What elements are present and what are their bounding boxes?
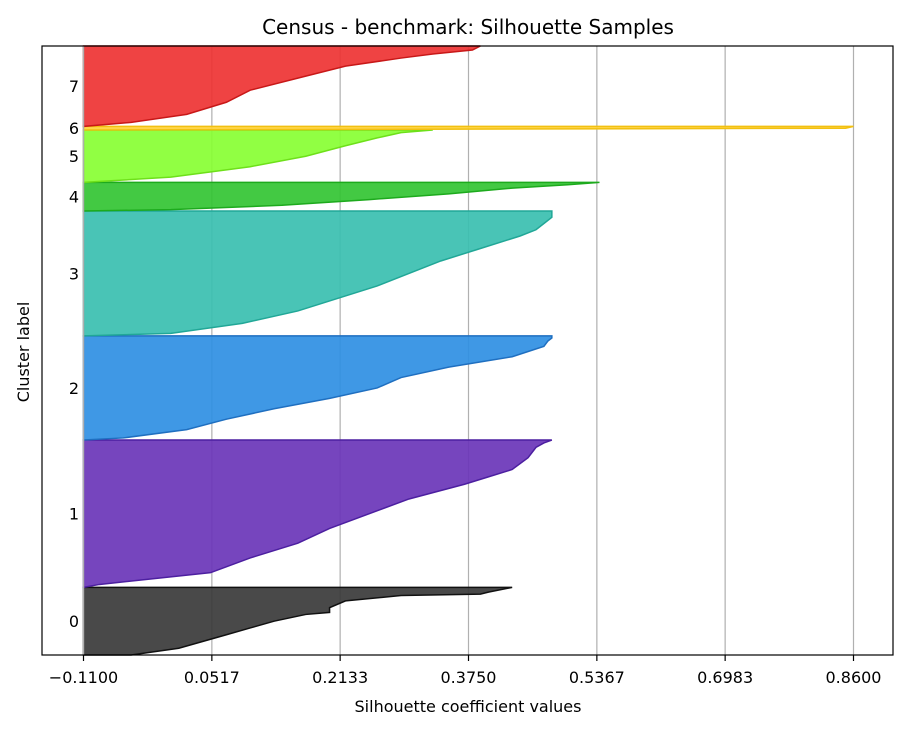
x-tick-label: 0.3750 [441,668,497,687]
cluster-area-7 [82,45,481,128]
chart-title: Census - benchmark: Silhouette Samples [262,15,674,39]
cluster-area-2 [82,335,553,441]
cluster-label-0: 0 [69,612,79,631]
cluster-area-5 [82,129,433,184]
cluster-label-1: 1 [69,505,79,524]
cluster-label-4: 4 [69,188,79,207]
x-tick-label: 0.6983 [697,668,753,687]
x-tick-label: −0.1100 [49,668,118,687]
x-tick-label: 0.8600 [826,668,882,687]
cluster-label-7: 7 [69,77,79,96]
cluster-label-2: 2 [69,379,79,398]
cluster-area-4 [82,181,600,212]
cluster-area-6 [82,125,854,131]
cluster-area-3 [82,210,553,337]
cluster-label-5: 5 [69,147,79,166]
x-tick-label: 0.0517 [184,668,240,687]
cluster-label-3: 3 [69,264,79,283]
x-tick-label: 0.5367 [569,668,625,687]
x-axis-label: Silhouette coefficient values [355,697,582,716]
cluster-areas [82,45,854,656]
cluster-area-1 [82,439,553,589]
x-tick-label: 0.2133 [312,668,368,687]
cluster-label-6: 6 [69,119,79,138]
x-axis-ticks: −0.1100 0.0517 0.2133 0.3750 0.5367 0.6983 0.8… [49,655,882,687]
cluster-area-0 [82,586,513,656]
plot-frame [41,45,894,656]
y-axis-label: Cluster label [14,302,33,403]
y-axis-cluster-labels: 0 1 2 3 4 5 6 7 [69,77,79,631]
